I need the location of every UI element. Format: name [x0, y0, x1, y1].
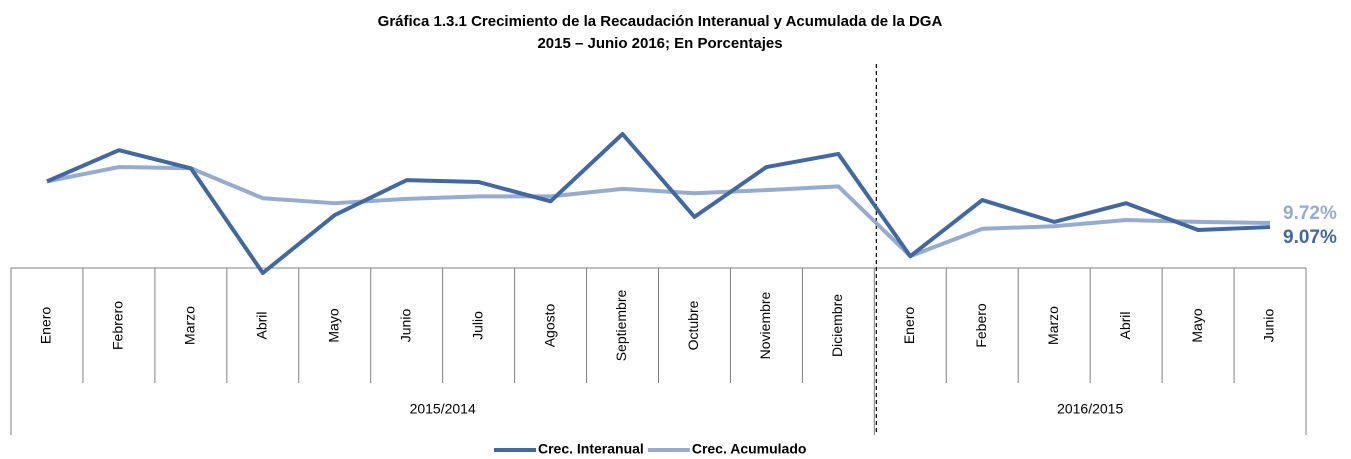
legend-label: Crec. Acumulado	[692, 441, 807, 457]
x-tick-label: Diciembre	[829, 294, 845, 357]
group-label: 2015/2014	[410, 401, 476, 417]
x-tick-label: Julio	[469, 311, 485, 340]
x-tick-label: Junio	[397, 309, 413, 343]
chart-title: Gráfica 1.3.1 Crecimiento de la Recaudac…	[378, 13, 943, 30]
data-label: 9.07%	[1283, 227, 1337, 248]
x-tick-label: Abril	[1117, 311, 1133, 339]
x-tick-label: Febrero	[110, 301, 126, 350]
x-tick-label: Enero	[38, 307, 54, 345]
legend-label: Crec. Interanual	[538, 441, 644, 457]
x-tick-label: Marzo	[1045, 306, 1061, 345]
x-tick-label: Agosto	[541, 303, 557, 347]
chart-subtitle: 2015 – Junio 2016; En Porcentajes	[537, 35, 782, 52]
x-tick-label: Mayo	[1189, 308, 1205, 342]
group-label: 2016/2015	[1057, 401, 1123, 417]
x-tick-label: Marzo	[182, 306, 198, 345]
x-tick-label: Noviembre	[757, 291, 773, 359]
x-tick-label: Septiembre	[613, 289, 629, 361]
x-tick-label: Febero	[973, 303, 989, 348]
x-tick-label: Abril	[254, 311, 270, 339]
series-line	[46, 165, 1271, 259]
x-tick-label: Junio	[1261, 309, 1277, 343]
series-line	[46, 132, 1271, 275]
data-label: 9.72%	[1283, 203, 1337, 224]
x-tick-label: Enero	[901, 307, 917, 345]
x-tick-label: Octubre	[685, 300, 701, 350]
x-tick-label: Mayo	[325, 308, 341, 342]
